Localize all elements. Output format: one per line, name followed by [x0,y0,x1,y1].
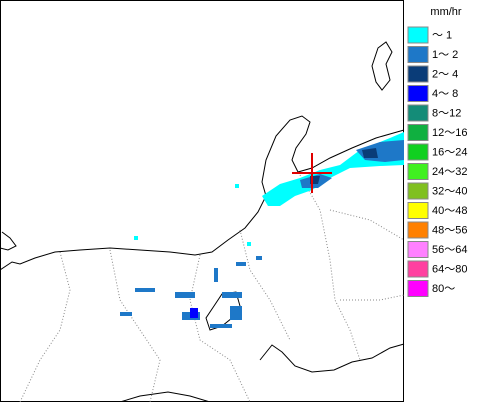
legend-label: 24～32 [432,166,467,178]
south-coast [119,343,405,402]
map-frame [0,0,404,402]
legend-swatch [407,143,429,161]
legend-swatch [407,85,429,102]
legend-swatch [407,104,429,122]
legend-label: 12～16 [432,127,467,139]
rain-area [310,148,378,184]
rain-cells [134,184,251,246]
legend-swatch [407,26,429,44]
legend-swatch [407,46,429,63]
map [0,0,405,402]
legend: mm/hr ～ 1 1～ 2 2～ 4 4～ 8 8～12 12～16 16～24 24～32… [407,6,467,297]
coastline [0,115,405,271]
coastline-bay [0,231,17,251]
prefecture-border [19,174,405,402]
legend-label: 8～12 [432,107,461,119]
legend-swatch [407,124,429,141]
legend-label: 64～80 [432,263,467,275]
location-marker [292,153,332,193]
legend-swatch [407,260,429,278]
legend-swatch [407,221,429,239]
legend-swatch [407,163,429,180]
legend-swatch [407,280,429,297]
legend-label: ～ 1 [432,29,452,41]
legend-swatch [407,182,429,200]
legend-label: 1～ 2 [432,49,458,61]
rain-area [300,140,404,188]
legend-label: 16～24 [432,146,467,158]
legend-swatch [407,202,429,219]
rain-cells [190,308,198,318]
legend-swatch [407,65,429,83]
island [371,41,393,91]
legend-label: 40～48 [432,205,467,217]
legend-label: 80～ [432,283,455,295]
legend-label: 32～40 [432,185,467,197]
precipitation [120,132,404,328]
legend-label: 4～ 8 [432,88,458,100]
legend-swatch [407,241,429,258]
legend-label: 2～ 4 [432,68,458,80]
legend-unit: mm/hr [430,6,462,18]
legend-label: 48～56 [432,224,467,236]
legend-label: 56～64 [432,244,467,256]
